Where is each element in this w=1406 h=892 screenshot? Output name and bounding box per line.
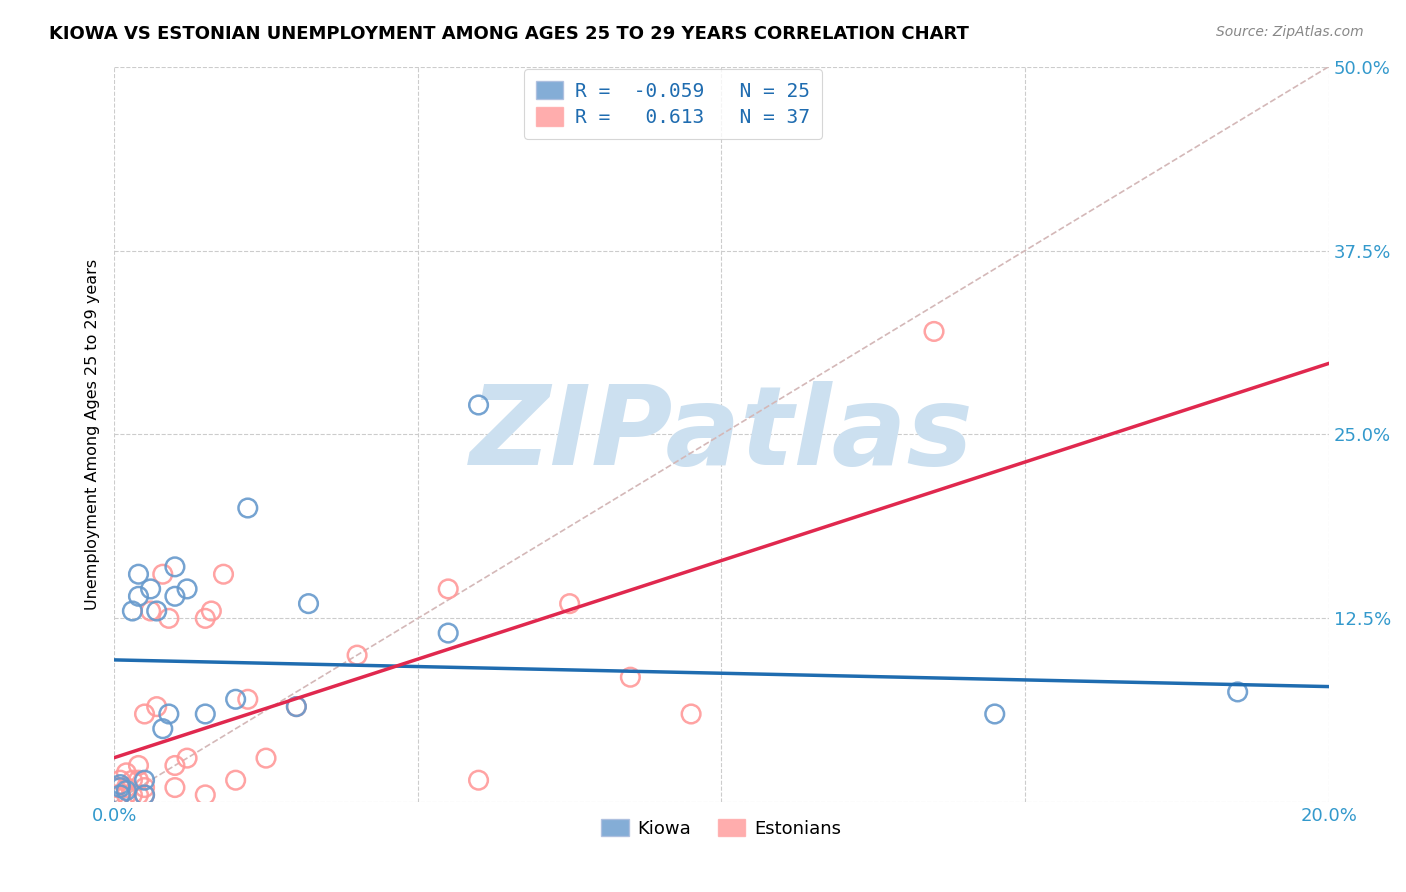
Point [285, 699, 308, 714]
Point [115, 780, 138, 795]
Point [121, 604, 143, 618]
Point [176, 751, 198, 765]
Point [127, 567, 149, 582]
Point [103, 788, 125, 802]
Point [110, 773, 132, 788]
Point [139, 582, 162, 596]
Point [127, 589, 149, 603]
Legend: Kiowa, Estonians: Kiowa, Estonians [595, 812, 849, 845]
Point [212, 567, 235, 582]
Point [437, 582, 460, 596]
Point [127, 758, 149, 772]
Point [467, 398, 489, 412]
Point [127, 788, 149, 802]
Point [236, 501, 259, 516]
Point [163, 559, 186, 574]
Point [110, 778, 132, 792]
Text: ZIPatlas: ZIPatlas [470, 381, 973, 488]
Point [115, 765, 138, 780]
Text: KIOWA VS ESTONIAN UNEMPLOYMENT AMONG AGES 25 TO 29 YEARS CORRELATION CHART: KIOWA VS ESTONIAN UNEMPLOYMENT AMONG AGE… [49, 25, 969, 43]
Point [467, 773, 489, 788]
Point [139, 604, 162, 618]
Point [110, 788, 132, 802]
Point [110, 780, 132, 795]
Point [121, 788, 143, 802]
Point [200, 604, 222, 618]
Point [225, 773, 247, 788]
Point [157, 706, 180, 721]
Point [134, 788, 156, 802]
Point [121, 773, 143, 788]
Point [236, 692, 259, 706]
Point [163, 780, 186, 795]
Point [254, 751, 277, 765]
Point [681, 706, 703, 721]
Point [145, 604, 167, 618]
Text: Source: ZipAtlas.com: Source: ZipAtlas.com [1216, 25, 1364, 39]
Point [103, 780, 125, 795]
Point [194, 706, 217, 721]
Point [152, 722, 174, 736]
Point [194, 611, 217, 625]
Point [157, 611, 180, 625]
Point [115, 783, 138, 797]
Point [134, 780, 156, 795]
Point [152, 567, 174, 582]
Point [115, 788, 138, 802]
Point [134, 773, 156, 788]
Point [558, 597, 581, 611]
Point [145, 699, 167, 714]
Point [922, 325, 945, 339]
Point [110, 788, 132, 802]
Point [176, 582, 198, 596]
Point [194, 788, 217, 802]
Point [225, 692, 247, 706]
Point [134, 788, 156, 802]
Point [134, 706, 156, 721]
Point [285, 699, 308, 714]
Point [1226, 685, 1249, 699]
Point [346, 648, 368, 662]
Point [163, 589, 186, 603]
Point [163, 758, 186, 772]
Point [984, 706, 1007, 721]
Point [437, 626, 460, 640]
Y-axis label: Unemployment Among Ages 25 to 29 years: Unemployment Among Ages 25 to 29 years [86, 259, 100, 610]
Point [297, 597, 319, 611]
Point [619, 670, 641, 684]
Point [127, 773, 149, 788]
